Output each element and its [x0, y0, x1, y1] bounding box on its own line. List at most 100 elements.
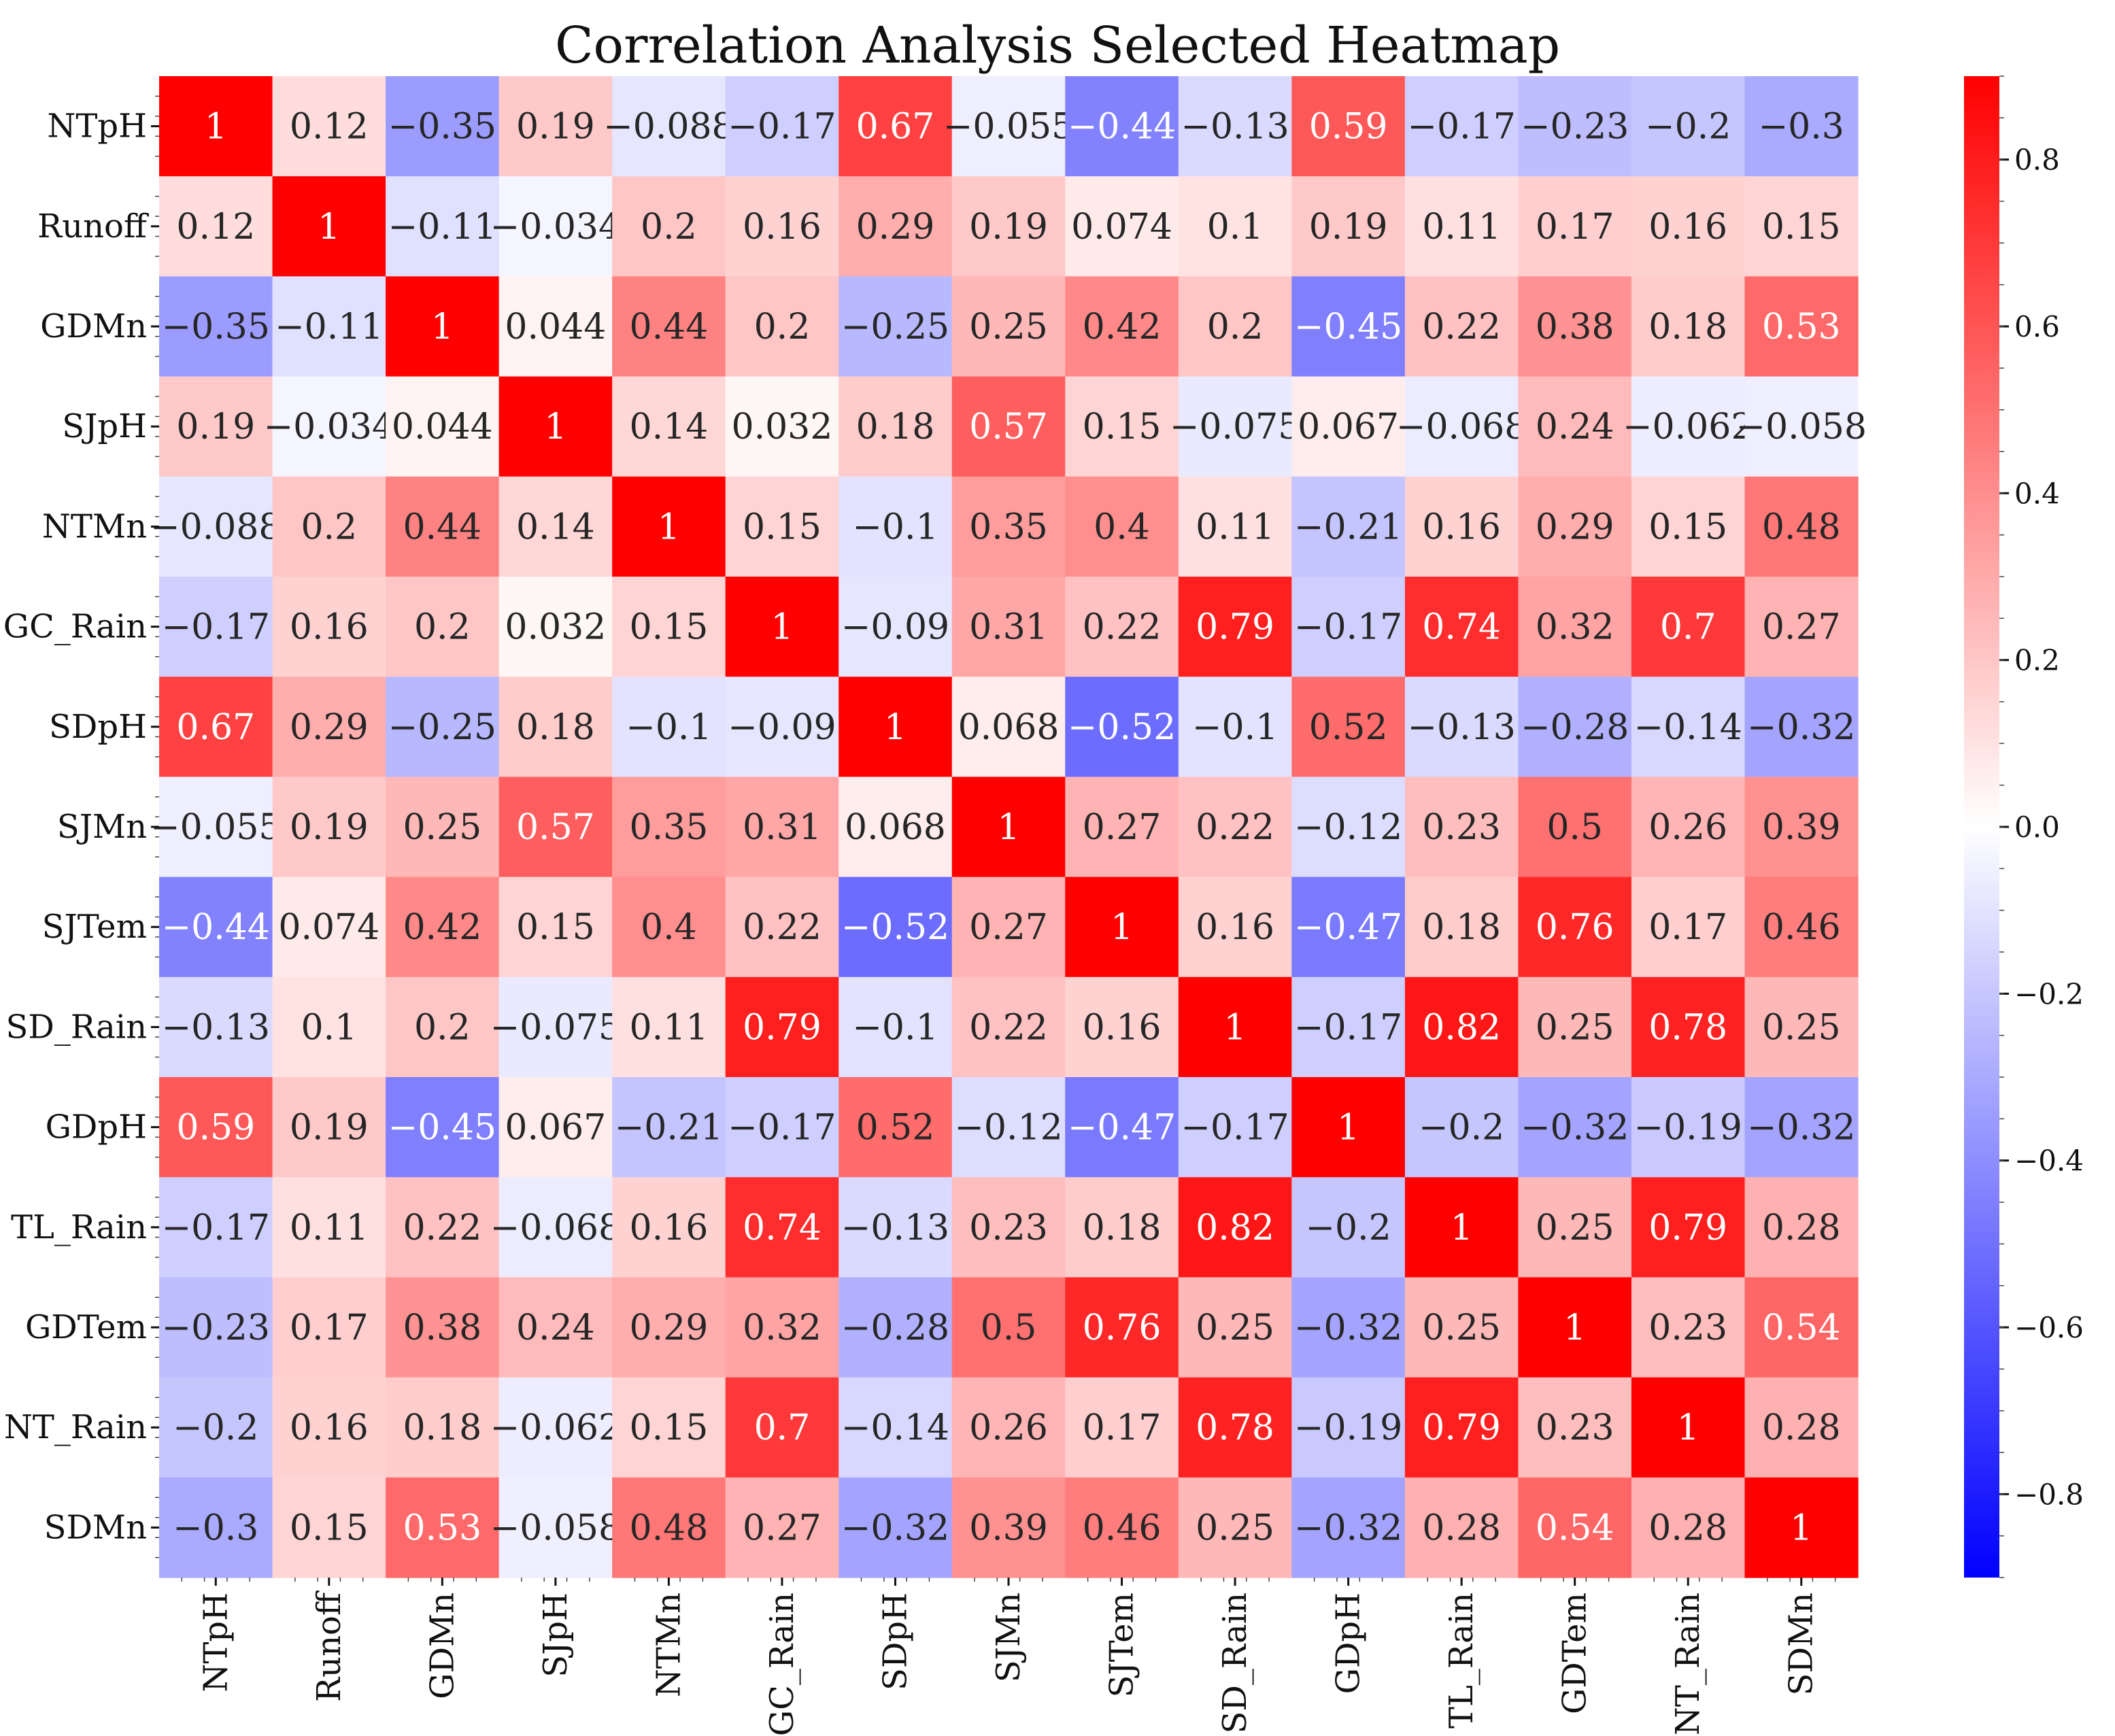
cell-value-label: 0.032: [505, 607, 606, 648]
cell-value-label: −0.35: [162, 307, 270, 347]
cell-value-label: 0.2: [414, 607, 471, 648]
heatmap-cell: [1404, 276, 1519, 377]
colorbar-tick-label: −0.2: [2014, 977, 2084, 1010]
row-label: SDMn: [44, 1508, 147, 1546]
heatmap-cell: [1178, 1277, 1292, 1378]
heatmap-cell: [1404, 1277, 1519, 1378]
heatmap-cell: [612, 1077, 726, 1178]
heatmap-cell: [498, 1177, 613, 1278]
heatmap-cell: [386, 476, 500, 577]
cell-value-label: 0.27: [1762, 607, 1841, 648]
heatmap-cell: [1404, 176, 1519, 277]
heatmap-cell: [159, 376, 273, 477]
heatmap-cell: [725, 1477, 839, 1578]
column-label: NT_Rain: [1669, 1593, 1707, 1735]
cell-value-label: 0.4: [641, 907, 697, 948]
heatmap-cell: [498, 276, 613, 377]
cell-value-label: 0.46: [1083, 1508, 1162, 1548]
cell-value-label: 0.54: [1762, 1308, 1841, 1348]
heatmap-cell: [1291, 976, 1406, 1078]
heatmap-cell: [1291, 176, 1406, 277]
colorbar-tick-label: 0.6: [2014, 310, 2060, 343]
cell-value-label: −0.28: [841, 1308, 949, 1348]
heatmap-cell: [1404, 1477, 1519, 1578]
cell-value-label: 0.28: [1762, 1208, 1841, 1248]
heatmap-cell: [951, 1277, 1066, 1378]
column-label: SDMn: [1782, 1593, 1821, 1695]
heatmap-cell: [159, 1277, 273, 1378]
row-label: GC_Rain: [3, 608, 147, 646]
cell-value-label: 0.79: [1422, 1408, 1501, 1448]
cell-value-label: 0.29: [630, 1308, 709, 1348]
heatmap-cell: [272, 677, 386, 777]
heatmap-cell: [725, 1077, 839, 1178]
cell-value-label: 0.46: [1762, 907, 1841, 948]
heatmap-cell: [498, 577, 613, 677]
cell-value-label: −0.32: [841, 1508, 949, 1548]
cell-value-label: 0.79: [1648, 1208, 1727, 1248]
heatmap-cell: [386, 677, 500, 777]
cell-value-label: 0.67: [856, 107, 935, 148]
heatmap-cell: [1518, 1077, 1632, 1178]
heatmap-cell: [1404, 1377, 1519, 1478]
cell-value-label: 0.19: [290, 1108, 369, 1148]
heatmap-cell: [725, 376, 839, 477]
heatmap-cell: [386, 276, 500, 377]
heatmap-cell: [272, 1477, 386, 1578]
cell-value-label: 0.1: [1207, 207, 1264, 248]
heatmap-cell: [1518, 777, 1632, 878]
cell-value-label: −0.19: [1294, 1408, 1402, 1448]
cell-value-label: 1: [1563, 1308, 1586, 1348]
heatmap-cell: [1744, 577, 1859, 677]
cell-value-label: 0.32: [743, 1308, 822, 1348]
heatmap-cell: [951, 1477, 1066, 1578]
cell-value-label: 0.23: [969, 1208, 1048, 1248]
cell-value-label: −0.068: [1396, 407, 1527, 447]
heatmap-cell: [1518, 577, 1632, 677]
column-label: SD_Rain: [1216, 1593, 1254, 1734]
cell-value-label: −0.3: [1759, 107, 1844, 148]
heatmap-cell: [612, 677, 726, 777]
heatmap-cell: [1291, 577, 1406, 677]
heatmap-cell: [1631, 1177, 1746, 1278]
cell-value-label: −0.062: [490, 1408, 621, 1448]
cell-value-label: 0.48: [630, 1508, 709, 1548]
cell-value-label: 0.22: [969, 1007, 1048, 1048]
heatmap-cell: [272, 176, 386, 277]
heatmap-cell: [1178, 876, 1292, 978]
heatmap-cell: [1631, 976, 1746, 1078]
heatmap-cell: [498, 1477, 613, 1578]
cell-value-label: 0.25: [1762, 1007, 1841, 1048]
column-label: GDpH: [1330, 1593, 1368, 1694]
heatmap-cell: [1744, 677, 1859, 777]
cell-value-label: 0.2: [641, 207, 697, 248]
cell-value-label: 0.14: [630, 407, 709, 447]
column-labels: NTpH Runoff GDMn SJpH NTMn GC_Rain SDpH SJMn SJT…: [181, 1578, 1836, 1736]
cell-value-label: 0.12: [176, 207, 255, 248]
row-label: SJpH: [62, 407, 147, 445]
heatmap-cell: [839, 777, 953, 878]
cell-value-label: 0.19: [516, 107, 595, 148]
cell-value-label: 0.28: [1422, 1508, 1501, 1548]
cell-value-label: −0.32: [1294, 1508, 1402, 1548]
cell-value-label: 0.52: [856, 1108, 935, 1148]
cell-value-label: 0.1: [301, 1007, 357, 1048]
heatmap-cell: [951, 1077, 1066, 1178]
cell-value-label: 0.59: [1309, 107, 1388, 148]
cell-value-label: 0.29: [1536, 507, 1614, 547]
cell-value-label: 0.23: [1536, 1408, 1614, 1448]
heatmap-cell: [951, 276, 1066, 377]
heatmap-cell: [1631, 476, 1746, 577]
cell-value-label: −0.2: [1419, 1108, 1504, 1148]
heatmap-cell: [1744, 876, 1859, 978]
cell-value-label: −0.12: [954, 1108, 1062, 1148]
heatmap-cell: [1631, 876, 1746, 978]
heatmap-cell: [1744, 1277, 1859, 1378]
heatmap-cell: [272, 76, 386, 177]
cell-value-label: −0.17: [728, 107, 836, 148]
heatmap-cell: [951, 1177, 1066, 1278]
cell-value-label: 0.12: [290, 107, 369, 148]
cell-value-label: 0.17: [1083, 1408, 1162, 1448]
cell-value-label: 1: [1451, 1208, 1473, 1248]
cell-value-label: −0.13: [1407, 707, 1515, 748]
